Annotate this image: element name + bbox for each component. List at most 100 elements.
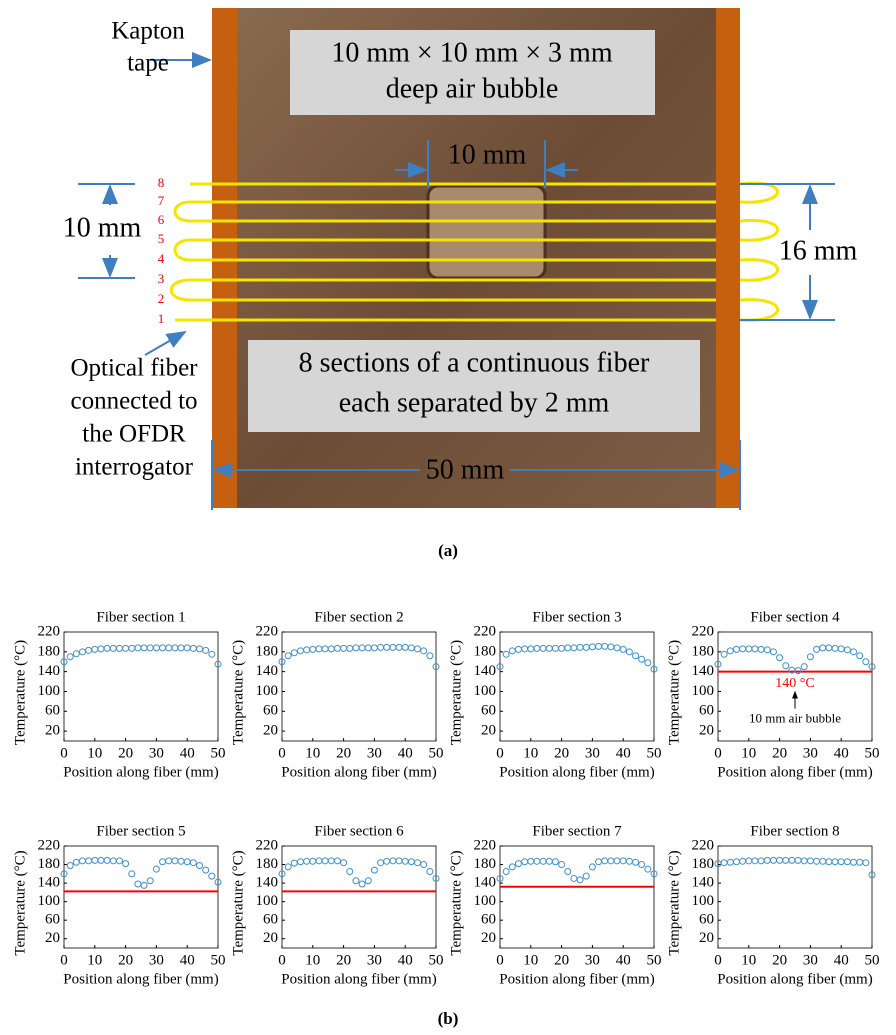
- y-tick-label: 100: [692, 683, 715, 699]
- y-tick-label: 100: [692, 893, 715, 909]
- x-tick-label: 0: [714, 952, 722, 968]
- x-tick-label: 20: [118, 745, 133, 761]
- plot-area: [500, 846, 654, 948]
- x-tick-label: 10: [523, 952, 538, 968]
- y-tick-label: 100: [256, 893, 279, 909]
- y-tick-label: 100: [38, 683, 61, 699]
- y-tick-label: 220: [38, 623, 61, 639]
- y-tick-label: 20: [699, 930, 714, 946]
- x-tick-label: 50: [647, 745, 662, 761]
- y-tick-label: 220: [474, 837, 497, 853]
- x-axis-label: Position along fiber (mm): [63, 971, 218, 987]
- x-tick-label: 50: [211, 952, 226, 968]
- fiber-number: 5: [158, 231, 165, 246]
- x-tick-label: 30: [149, 952, 164, 968]
- x-tick-label: 20: [772, 745, 787, 761]
- y-tick-label: 20: [481, 723, 496, 739]
- chart-title: Fiber section 5: [96, 823, 185, 839]
- y-tick-label: 60: [263, 703, 278, 719]
- y-tick-label: 100: [38, 893, 61, 909]
- fiber-number: 4: [158, 251, 165, 266]
- y-tick-label: 220: [692, 623, 715, 639]
- x-tick-label: 40: [180, 952, 195, 968]
- y-tick-label: 180: [474, 856, 497, 872]
- x-tick-label: 20: [118, 952, 133, 968]
- fiber-number: 8: [158, 175, 165, 190]
- fiber-number: 2: [158, 291, 165, 306]
- fiber-note: the OFDR: [82, 421, 186, 448]
- y-tick-label: 60: [263, 912, 278, 928]
- bubble-box: 10 mm × 10 mm × 3 mm: [331, 37, 612, 68]
- x-tick-label: 50: [429, 952, 444, 968]
- kapton-strip: [212, 8, 237, 508]
- y-tick-label: 220: [474, 623, 497, 639]
- y-axis-label: Temperature (°C): [12, 640, 28, 745]
- y-tick-label: 180: [256, 856, 279, 872]
- x-axis-label: Position along fiber (mm): [281, 764, 436, 780]
- fiber-number: 7: [158, 193, 165, 208]
- kapton: Kapton: [111, 18, 185, 45]
- y-tick-label: 100: [256, 683, 279, 699]
- x-tick-label: 20: [336, 745, 351, 761]
- chart-title: Fiber section 6: [314, 823, 404, 839]
- y-tick-label: 100: [474, 683, 497, 699]
- y-axis-label: Temperature (°C): [448, 640, 464, 745]
- x-tick-label: 40: [616, 745, 631, 761]
- caption: (a): [438, 541, 458, 560]
- x-tick-label: 20: [336, 952, 351, 968]
- chart-title: Fiber section 3: [532, 609, 621, 625]
- chart-title: Fiber section 2: [314, 609, 403, 625]
- x-axis-label: Position along fiber (mm): [499, 764, 654, 780]
- chart: Fiber section 32060100140180220010203040…: [448, 609, 661, 780]
- x-tick-label: 20: [554, 745, 569, 761]
- y-tick-label: 140: [256, 875, 279, 891]
- y-tick-label: 140: [474, 875, 497, 891]
- sections-box: 8 sections of a continuous fiber: [299, 347, 650, 378]
- x-tick-label: 30: [367, 952, 382, 968]
- air-bubble: [428, 186, 545, 278]
- x-tick-label: 30: [367, 745, 382, 761]
- x-tick-label: 50: [865, 745, 880, 761]
- x-axis-label: Position along fiber (mm): [717, 764, 872, 780]
- x-tick-label: 0: [496, 952, 504, 968]
- fiber-number: 1: [158, 311, 165, 326]
- x-tick-label: 0: [60, 952, 68, 968]
- y-tick-label: 20: [45, 930, 60, 946]
- x-tick-label: 50: [865, 952, 880, 968]
- y-tick-label: 140: [474, 663, 497, 679]
- figure: (a) (b) Kaptontape10 mm × 10 mm × 3 mmde…: [0, 0, 896, 1035]
- caption: (b): [438, 1009, 459, 1028]
- x-tick-label: 40: [398, 745, 413, 761]
- bubble-box: deep air bubble: [386, 73, 559, 104]
- chart-title: Fiber section 8: [750, 823, 839, 839]
- x-tick-label: 30: [149, 745, 164, 761]
- y-tick-label: 20: [45, 723, 60, 739]
- y-tick-label: 140: [38, 663, 61, 679]
- kapton-strip: [716, 8, 740, 508]
- x-tick-label: 30: [585, 745, 600, 761]
- y-tick-label: 100: [474, 893, 497, 909]
- y-tick-label: 20: [699, 723, 714, 739]
- x-tick-label: 40: [834, 952, 849, 968]
- y-tick-label: 220: [692, 837, 715, 853]
- x-tick-label: 10: [741, 952, 756, 968]
- x-tick-label: 10: [741, 745, 756, 761]
- plot-area: [282, 846, 436, 948]
- x-axis-label: Position along fiber (mm): [281, 971, 436, 987]
- y-tick-label: 180: [692, 643, 715, 659]
- x-tick-label: 40: [398, 952, 413, 968]
- y-tick-label: 140: [256, 663, 279, 679]
- x-tick-label: 10: [523, 745, 538, 761]
- bubble-width: 10 mm: [448, 139, 527, 170]
- y-tick-label: 20: [263, 723, 278, 739]
- y-tick-label: 220: [256, 623, 279, 639]
- y-tick-label: 20: [481, 930, 496, 946]
- y-tick-label: 220: [38, 837, 61, 853]
- y-tick-label: 60: [699, 703, 714, 719]
- x-tick-label: 10: [87, 952, 102, 968]
- y-tick-label: 60: [481, 912, 496, 928]
- x-tick-label: 50: [211, 745, 226, 761]
- plot-area: [64, 846, 218, 948]
- y-tick-label: 140: [38, 875, 61, 891]
